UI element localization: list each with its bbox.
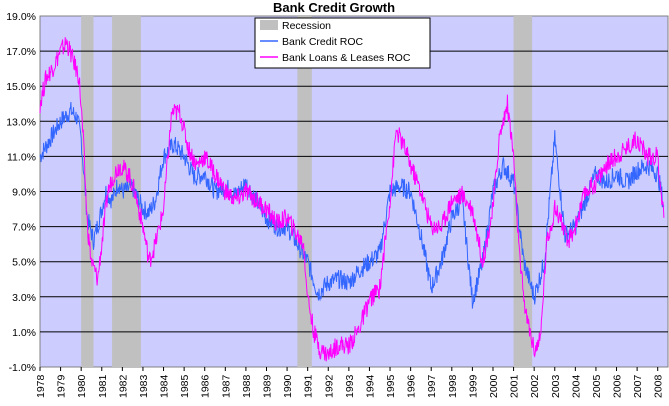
x-tick-label: 1980 (76, 374, 88, 398)
y-tick-label: 9.0% (12, 187, 36, 199)
y-tick-label: 15.0% (6, 81, 36, 93)
x-tick-label: 1981 (97, 374, 109, 398)
y-tick-label: 1.0% (12, 327, 36, 339)
x-tick-label: 2008 (653, 374, 665, 398)
series-line (39, 37, 665, 362)
y-tick-label: 17.0% (6, 46, 36, 58)
x-tick-label: 1992 (323, 374, 335, 398)
x-tick-label: 1997 (426, 374, 438, 398)
y-tick-label: -1.0% (9, 362, 36, 374)
y-tick-label: 5.0% (12, 257, 36, 269)
legend: Recession Bank Credit ROC Bank Loans & Lea… (254, 17, 431, 69)
legend-swatch-recession (260, 20, 278, 30)
x-tick-label: 1987 (220, 374, 232, 398)
x-tick-label: 1978 (35, 374, 47, 398)
y-tick-label: 19.0% (6, 11, 36, 23)
x-tick-label: 1984 (159, 374, 171, 398)
legend-label: Recession (282, 20, 331, 32)
x-tick-label: 1996 (406, 374, 418, 398)
series-line (39, 101, 665, 309)
x-tick-label: 1986 (200, 374, 212, 398)
x-tick-label: 2005 (591, 374, 603, 398)
x-tick-label: 2006 (612, 374, 624, 398)
x-tick-label: 2000 (488, 374, 500, 398)
x-tick-label: 1993 (344, 374, 356, 398)
x-tick-label: 1990 (282, 374, 294, 398)
legend-label: Bank Credit ROC (282, 36, 364, 48)
series-lines (39, 37, 665, 362)
x-tick-label: 2002 (529, 374, 541, 398)
x-tick-label: 1979 (56, 374, 68, 398)
x-tick-label: 1995 (385, 374, 397, 398)
y-tick-label: 13.0% (6, 116, 36, 128)
x-tick-label: 2007 (632, 374, 644, 398)
x-tick-label: 2003 (550, 374, 562, 398)
x-tick-label: 2004 (570, 374, 582, 398)
y-axis: -1.0% 1.0% 3.0% 5.0% 7.0% 9.0% 11.0% 13.0% 15.0%… (6, 11, 36, 374)
y-tick-label: 11.0% (7, 151, 36, 163)
x-tick-label: 1983 (138, 374, 150, 398)
legend-label: Bank Loans & Leases ROC (282, 52, 411, 64)
x-tick-label: 1989 (261, 374, 273, 398)
x-tick-label: 1985 (179, 374, 191, 398)
gridlines (40, 50, 668, 333)
x-tick-label: 1998 (447, 374, 459, 398)
legend-box (254, 17, 431, 69)
x-tick-label: 1999 (467, 374, 479, 398)
x-tick-label: 1982 (117, 374, 129, 398)
x-tick-label: 1994 (364, 374, 376, 398)
x-tick-label: 1991 (303, 374, 315, 398)
chart-title: Bank Credit Growth (273, 0, 395, 15)
x-tick-label: 1988 (241, 374, 253, 398)
x-tick-label: 2001 (509, 374, 521, 398)
y-tick-label: 3.0% (12, 292, 36, 304)
x-axis: 1978 1979 1980 1981 1982 1983 1984 1985 1986 1987… (35, 367, 665, 398)
y-tick-label: 7.0% (12, 222, 36, 234)
